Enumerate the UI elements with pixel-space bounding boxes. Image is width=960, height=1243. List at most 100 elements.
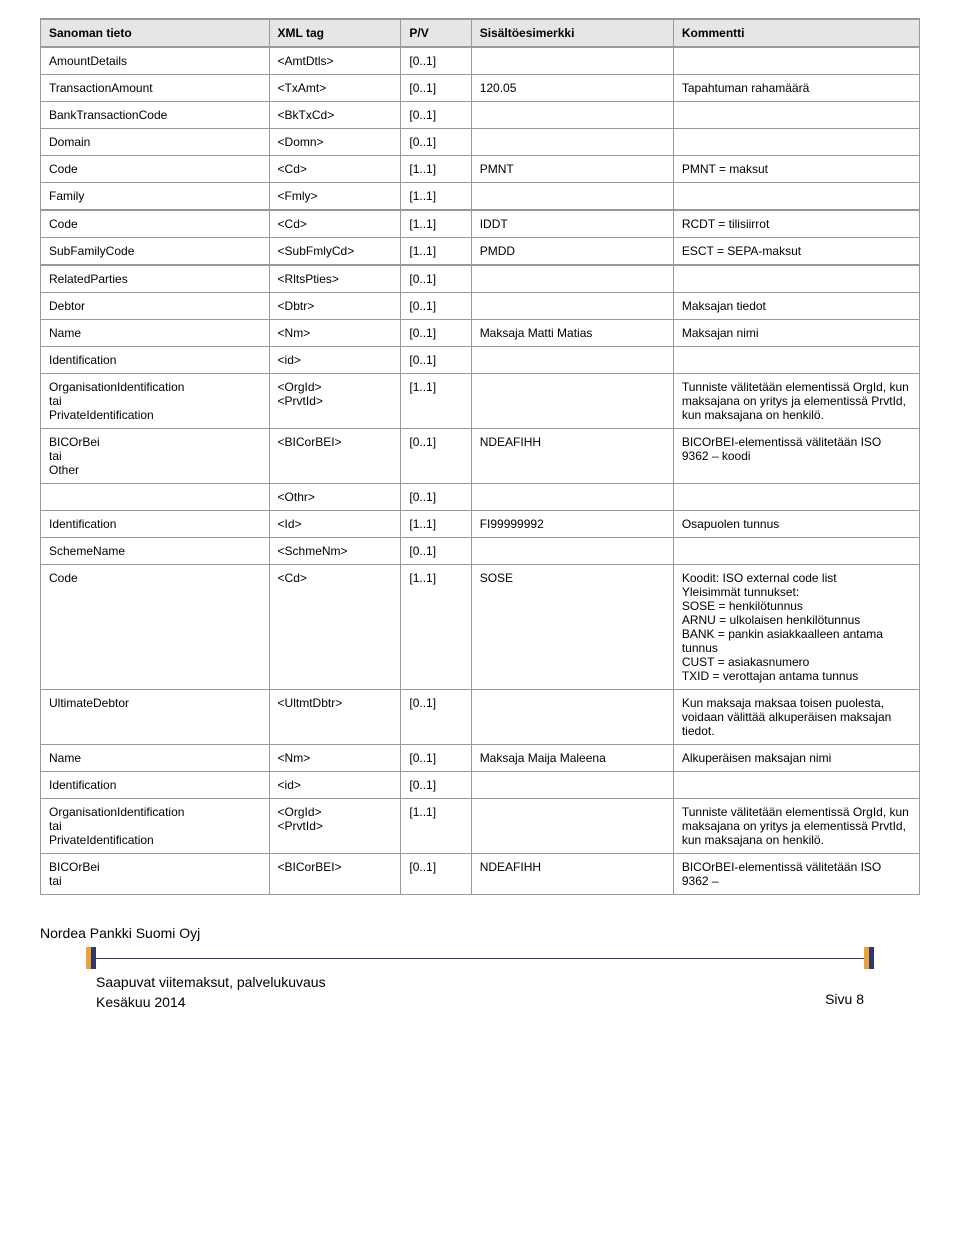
cell-c2: [0..1]: [401, 772, 471, 799]
cell-c2: [1..1]: [401, 238, 471, 266]
cell-c3: [471, 799, 673, 854]
cell-c1: <Cd>: [269, 565, 401, 690]
table-row: BankTransactionCode<BkTxCd>[0..1]: [41, 102, 920, 129]
cell-c0: Code: [41, 156, 270, 183]
table-row: Code<Cd>[1..1]SOSEKoodit: ISO external c…: [41, 565, 920, 690]
cell-c0: TransactionAmount: [41, 75, 270, 102]
cell-c0: Family: [41, 183, 270, 211]
cell-c4: Maksajan nimi: [673, 320, 919, 347]
cell-c1: <id>: [269, 347, 401, 374]
cell-c3: Maksaja Maija Maleena: [471, 745, 673, 772]
table-row: Domain<Domn>[0..1]: [41, 129, 920, 156]
cell-c1: <AmtDtls>: [269, 47, 401, 75]
cell-c4: [673, 484, 919, 511]
cell-c0: Identification: [41, 511, 270, 538]
cell-c1: <Cd>: [269, 210, 401, 238]
cell-c0: [41, 484, 270, 511]
cell-c3: [471, 538, 673, 565]
cell-c1: <Fmly>: [269, 183, 401, 211]
cell-c3: Maksaja Matti Matias: [471, 320, 673, 347]
cell-c4: PMNT = maksut: [673, 156, 919, 183]
cell-c2: [0..1]: [401, 745, 471, 772]
cell-c3: [471, 265, 673, 293]
cell-c1: <BkTxCd>: [269, 102, 401, 129]
cell-c0: Domain: [41, 129, 270, 156]
cell-c0: Code: [41, 210, 270, 238]
cell-c0: Name: [41, 320, 270, 347]
cell-c0: AmountDetails: [41, 47, 270, 75]
cell-c2: [0..1]: [401, 47, 471, 75]
cell-c3: PMNT: [471, 156, 673, 183]
table-row: OrganisationIdentificationtaiPrivateIden…: [41, 799, 920, 854]
cell-c4: Osapuolen tunnus: [673, 511, 919, 538]
cell-c4: BICOrBEI-elementissä välitetään ISO 9362…: [673, 854, 919, 895]
cell-c2: [1..1]: [401, 183, 471, 211]
cell-c3: SOSE: [471, 565, 673, 690]
cell-c1: <Id>: [269, 511, 401, 538]
table-row: <Othr>[0..1]: [41, 484, 920, 511]
cell-c3: [471, 690, 673, 745]
cell-c2: [0..1]: [401, 538, 471, 565]
cell-c0: Identification: [41, 347, 270, 374]
cell-c2: [1..1]: [401, 210, 471, 238]
cell-c4: [673, 129, 919, 156]
cell-c2: [0..1]: [401, 320, 471, 347]
cell-c4: Koodit: ISO external code listYleisimmät…: [673, 565, 919, 690]
cell-c0: OrganisationIdentificationtaiPrivateIden…: [41, 374, 270, 429]
table-body: AmountDetails<AmtDtls>[0..1]TransactionA…: [41, 47, 920, 895]
cell-c0: Code: [41, 565, 270, 690]
cell-c4: [673, 47, 919, 75]
table-row: OrganisationIdentificationtaiPrivateIden…: [41, 374, 920, 429]
table-row: UltimateDebtor<UltmtDbtr>[0..1]Kun maksa…: [41, 690, 920, 745]
spec-table: Sanoman tieto XML tag P/V Sisältöesimerk…: [40, 18, 920, 895]
cell-c1: <BICorBEI>: [269, 429, 401, 484]
cell-c4: [673, 347, 919, 374]
cell-c1: <SubFmlyCd>: [269, 238, 401, 266]
cell-c4: ESCT = SEPA-maksut: [673, 238, 919, 266]
cell-c0: SubFamilyCode: [41, 238, 270, 266]
cell-c3: [471, 129, 673, 156]
cell-c1: <OrgId><PrvtId>: [269, 374, 401, 429]
cell-c3: NDEAFIHH: [471, 854, 673, 895]
cell-c1: <TxAmt>: [269, 75, 401, 102]
th-kommentti: Kommentti: [673, 19, 919, 47]
cell-c0: SchemeName: [41, 538, 270, 565]
cell-c1: <OrgId><PrvtId>: [269, 799, 401, 854]
cell-c4: [673, 183, 919, 211]
cell-c3: [471, 347, 673, 374]
cell-c3: [471, 183, 673, 211]
cell-c3: [471, 374, 673, 429]
accent-navy-right: [869, 947, 874, 969]
table-row: RelatedParties<RltsPties>[0..1]: [41, 265, 920, 293]
cell-c1: <Othr>: [269, 484, 401, 511]
cell-c1: <Nm>: [269, 320, 401, 347]
cell-c0: RelatedParties: [41, 265, 270, 293]
cell-c2: [0..1]: [401, 484, 471, 511]
cell-c0: Name: [41, 745, 270, 772]
cell-c4: BICOrBEI-elementissä välitetään ISO 9362…: [673, 429, 919, 484]
footer-date: Kesäkuu 2014: [96, 993, 326, 1013]
cell-c4: Tapahtuman rahamäärä: [673, 75, 919, 102]
cell-c1: <id>: [269, 772, 401, 799]
cell-c2: [0..1]: [401, 690, 471, 745]
footer-left: Saapuvat viitemaksut, palvelukuvaus Kesä…: [96, 973, 326, 1012]
cell-c1: <BICorBEI>: [269, 854, 401, 895]
cell-c2: [1..1]: [401, 374, 471, 429]
cell-c2: [0..1]: [401, 347, 471, 374]
cell-c3: 120.05: [471, 75, 673, 102]
cell-c2: [0..1]: [401, 265, 471, 293]
table-row: BICOrBeitaiOther<BICorBEI>[0..1]NDEAFIHH…: [41, 429, 920, 484]
cell-c3: [471, 772, 673, 799]
cell-c0: Identification: [41, 772, 270, 799]
cell-c3: [471, 47, 673, 75]
cell-c0: Debtor: [41, 293, 270, 320]
cell-c4: Tunniste välitetään elementissä OrgId, k…: [673, 799, 919, 854]
th-pv: P/V: [401, 19, 471, 47]
footer-page: Sivu 8: [825, 973, 864, 1007]
cell-c1: <UltmtDbtr>: [269, 690, 401, 745]
table-row: TransactionAmount<TxAmt>[0..1]120.05Tapa…: [41, 75, 920, 102]
cell-c1: <RltsPties>: [269, 265, 401, 293]
cell-c1: <SchmeNm>: [269, 538, 401, 565]
cell-c1: <Dbtr>: [269, 293, 401, 320]
cell-c4: RCDT = tilisiirrot: [673, 210, 919, 238]
